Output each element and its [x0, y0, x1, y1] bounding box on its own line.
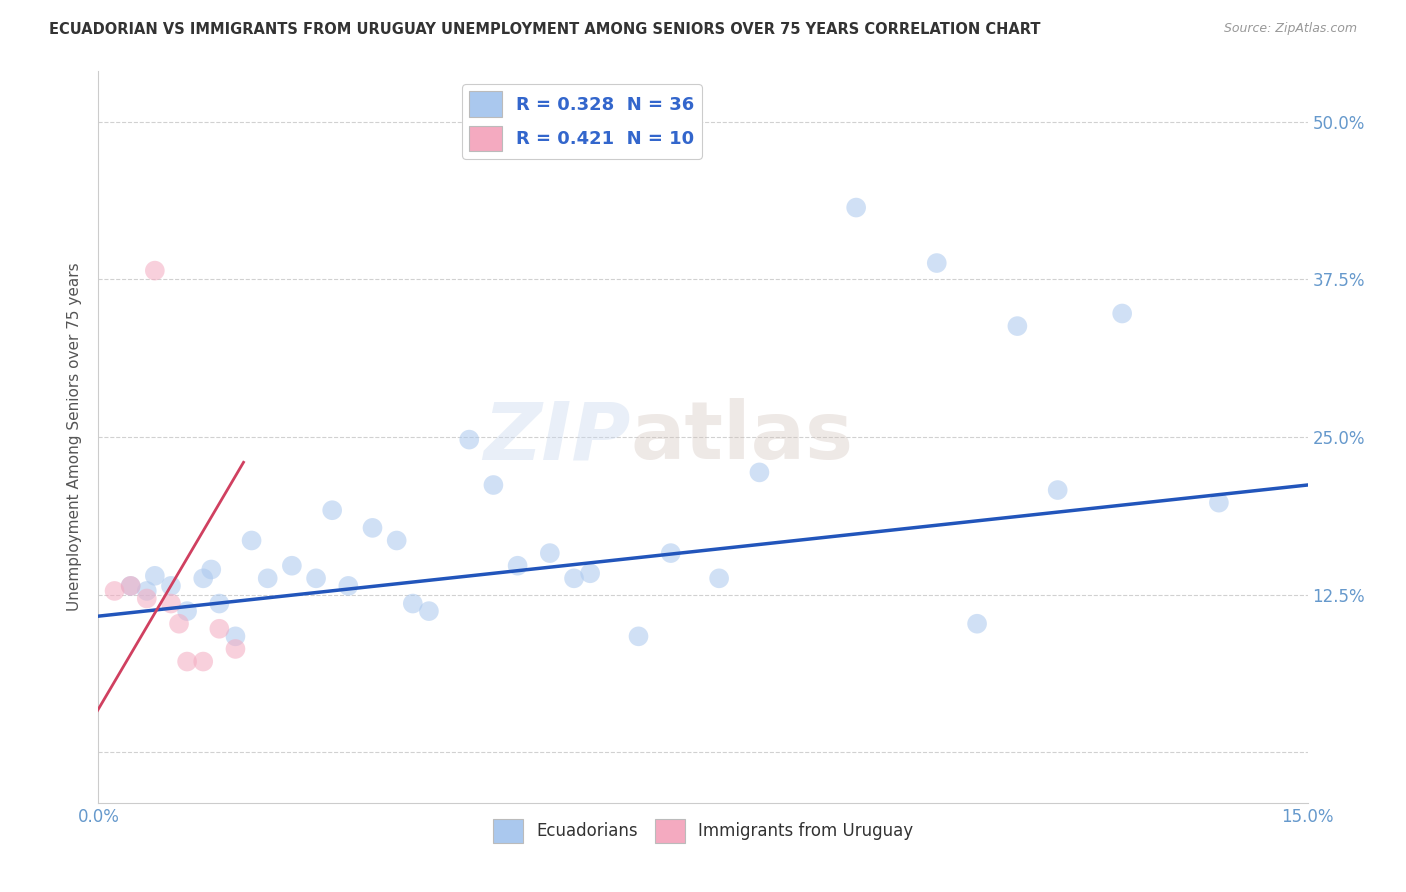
- Point: [143, 569, 166, 583]
- Point: [538, 546, 561, 560]
- Point: [925, 256, 948, 270]
- Point: [208, 597, 231, 611]
- Point: [143, 263, 166, 277]
- Point: [256, 571, 278, 585]
- Y-axis label: Unemployment Among Seniors over 75 years: Unemployment Among Seniors over 75 years: [67, 263, 83, 611]
- Point: [321, 503, 343, 517]
- Point: [103, 583, 125, 598]
- Point: [224, 629, 246, 643]
- Point: [1208, 496, 1230, 510]
- Point: [361, 521, 384, 535]
- Point: [120, 579, 142, 593]
- Point: [1111, 306, 1133, 320]
- Point: [966, 616, 988, 631]
- Text: Source: ZipAtlas.com: Source: ZipAtlas.com: [1223, 22, 1357, 36]
- Text: atlas: atlas: [630, 398, 853, 476]
- Point: [562, 571, 585, 585]
- Point: [305, 571, 328, 585]
- Text: ECUADORIAN VS IMMIGRANTS FROM URUGUAY UNEMPLOYMENT AMONG SENIORS OVER 75 YEARS C: ECUADORIAN VS IMMIGRANTS FROM URUGUAY UN…: [49, 22, 1040, 37]
- Point: [579, 566, 602, 581]
- Point: [160, 579, 183, 593]
- Point: [135, 591, 157, 606]
- Point: [120, 579, 142, 593]
- Text: ZIP: ZIP: [484, 398, 630, 476]
- Point: [845, 201, 868, 215]
- Point: [482, 478, 505, 492]
- Point: [1046, 483, 1069, 497]
- Point: [748, 466, 770, 480]
- Point: [224, 642, 246, 657]
- Point: [1007, 319, 1029, 334]
- Point: [200, 562, 222, 576]
- Point: [193, 571, 215, 585]
- Point: [240, 533, 263, 548]
- Point: [385, 533, 408, 548]
- Point: [193, 655, 215, 669]
- Point: [659, 546, 682, 560]
- Point: [281, 558, 304, 573]
- Point: [167, 616, 190, 631]
- Point: [337, 579, 360, 593]
- Point: [707, 571, 730, 585]
- Point: [176, 655, 198, 669]
- Point: [176, 604, 198, 618]
- Point: [418, 604, 440, 618]
- Point: [402, 597, 425, 611]
- Point: [627, 629, 650, 643]
- Point: [506, 558, 529, 573]
- Point: [208, 622, 231, 636]
- Point: [160, 597, 183, 611]
- Legend: Ecuadorians, Immigrants from Uruguay: Ecuadorians, Immigrants from Uruguay: [486, 813, 920, 849]
- Point: [135, 583, 157, 598]
- Point: [458, 433, 481, 447]
